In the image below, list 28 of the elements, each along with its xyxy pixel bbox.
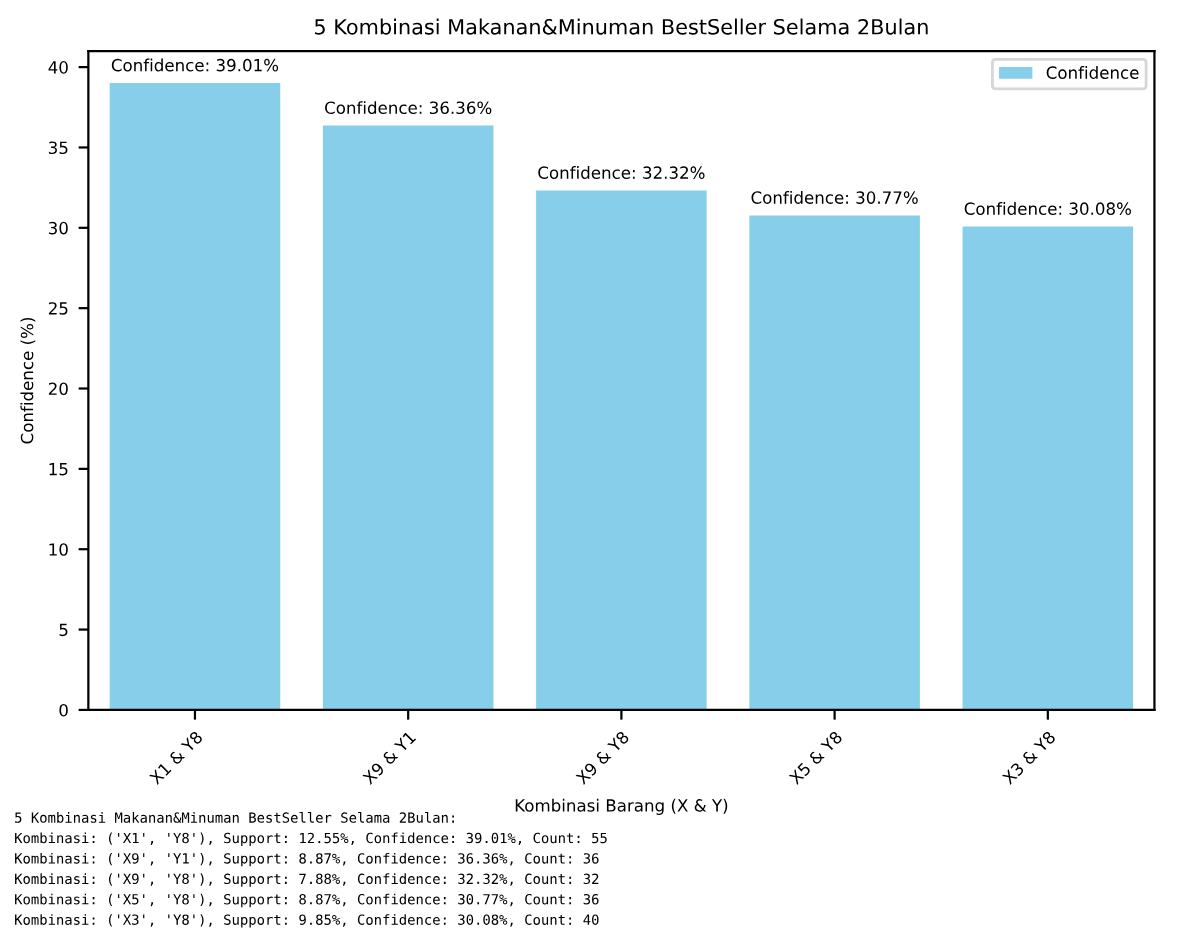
data-label: Confidence: 39.01% [111, 58, 279, 72]
x-axis-title: Kombinasi Barang (X & Y) [515, 798, 728, 815]
x-tick-label: X5 & Y8 [788, 730, 843, 786]
data-label: Confidence: 30.08% [964, 202, 1131, 215]
bar [109, 83, 281, 710]
y-tick-label: 25 [48, 302, 68, 315]
y-tick-label: 5 [59, 623, 68, 637]
y-tick-label: 0 [59, 703, 68, 717]
x-tick-label: X9 & Y8 [575, 730, 630, 786]
x-tick-label: X1 & Y8 [148, 730, 204, 786]
legend-label: Confidence [1046, 66, 1139, 79]
y-tick-label: 20 [48, 382, 68, 396]
bar [322, 125, 494, 710]
bar [962, 226, 1134, 710]
y-tick-label: 35 [48, 141, 68, 155]
chart-title: 5 Kombinasi Makanan&Minuman BestSeller Selama 2Bulan [315, 18, 928, 35]
y-tick-label: 40 [48, 61, 68, 74]
x-tick-label: X3 & Y8 [1001, 730, 1057, 786]
data-label: Confidence: 36.36% [325, 101, 492, 115]
bar [536, 190, 707, 710]
data-label: Confidence: 30.77% [751, 190, 918, 204]
y-axis-title: Confidence (%) [20, 317, 36, 444]
y-tick-label: 30 [48, 221, 68, 235]
bar [749, 215, 920, 710]
x-tick-label: X9 & Y1 [361, 730, 417, 786]
y-tick-label: 10 [49, 543, 68, 556]
data-label: Confidence: 32.32% [538, 166, 705, 179]
y-tick-label: 15 [49, 463, 68, 476]
